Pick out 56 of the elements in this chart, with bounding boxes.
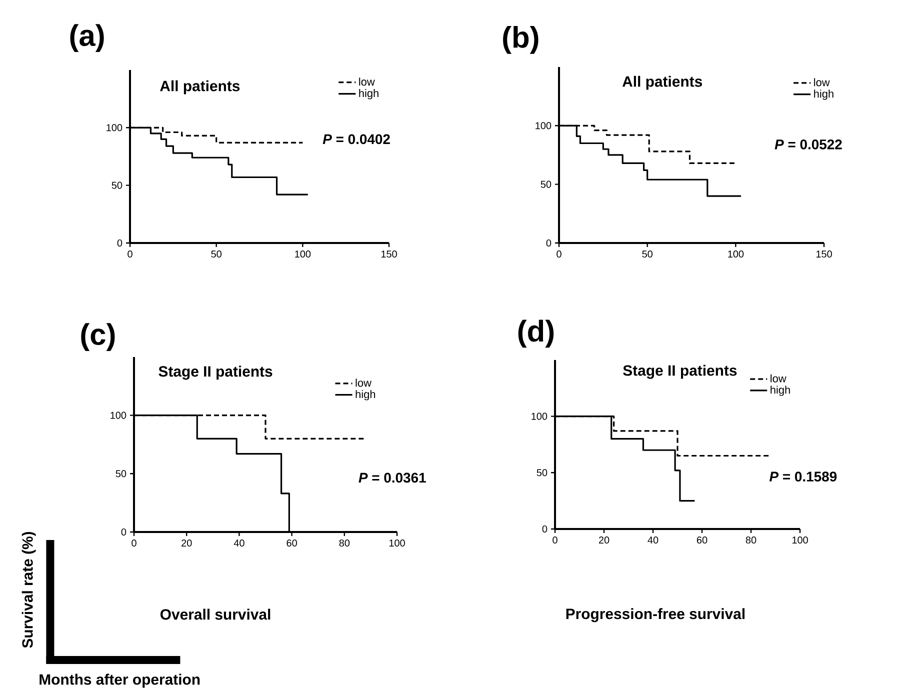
legend-label: low — [814, 78, 830, 86]
x-tick-label: 100 — [389, 540, 405, 547]
y-tick-label: 100 — [536, 122, 552, 130]
x-tick-label: 50 — [642, 250, 652, 258]
x-tick-label: 0 — [132, 540, 136, 547]
y-tick-label: 100 — [110, 412, 126, 419]
y-axis-title: Survival rate (%) — [22, 532, 36, 648]
x-tick-label: 100 — [295, 250, 311, 258]
legend-label: high — [770, 386, 790, 396]
x-tick-label: 60 — [286, 540, 297, 547]
chart-subtitle: Stage II patients — [623, 364, 737, 379]
text: Stage II patients — [158, 366, 272, 380]
annotation: P = 0.0522 — [774, 139, 842, 150]
legend-label: high — [359, 89, 378, 100]
y-tick-label: 0 — [546, 239, 552, 247]
text: All patients — [160, 80, 240, 94]
x-tick-label: 0 — [552, 536, 558, 544]
y-tick-label: 50 — [112, 182, 122, 189]
legend-label: low — [356, 378, 372, 387]
x-tick-label: 80 — [746, 536, 756, 544]
text: All patients — [622, 76, 702, 90]
legend-label: high — [814, 90, 834, 100]
x-tick-label: 100 — [792, 536, 808, 544]
y-tick-label: 0 — [121, 528, 126, 536]
y-tick-label: 50 — [540, 180, 552, 188]
annotation: P = 0.0402 — [322, 134, 390, 144]
text: Overall survival — [160, 608, 270, 620]
chart-title: (d) — [518, 320, 554, 348]
x-tick-label: 50 — [211, 250, 222, 258]
annotation: P = 0.0361 — [358, 472, 426, 483]
text: Progression-free survival — [566, 608, 744, 622]
x-tick-label: 150 — [816, 250, 832, 258]
y-tick-label: 50 — [536, 469, 548, 476]
y-tick-label: 0 — [542, 525, 548, 533]
y-tick-label: 0 — [117, 239, 122, 247]
legend-label: low — [770, 374, 786, 382]
annotation: P = 0.1589 — [769, 472, 837, 482]
x-tick-label: 20 — [182, 540, 192, 547]
chart-title: (a) — [70, 24, 104, 52]
y-tick-label: 50 — [116, 470, 126, 478]
legend-label: high — [356, 390, 376, 400]
x-tick-label: 60 — [696, 536, 708, 544]
x-tick-label: 150 — [381, 250, 397, 258]
legend-label: low — [359, 78, 375, 86]
x-tick-label: 100 — [728, 250, 744, 258]
x-axis-title: Months after operation — [40, 674, 200, 688]
chart-title: (c) — [81, 323, 115, 351]
x-tick-label: 0 — [556, 250, 562, 258]
x-tick-label: 20 — [598, 536, 610, 544]
x-tick-label: 80 — [339, 540, 350, 547]
y-tick-label: 100 — [532, 412, 548, 420]
x-tick-label: 0 — [128, 250, 132, 258]
y-tick-label: 100 — [106, 124, 122, 132]
x-tick-label: 40 — [648, 536, 658, 544]
chart-title: (b) — [503, 26, 538, 54]
x-tick-label: 40 — [234, 540, 244, 547]
